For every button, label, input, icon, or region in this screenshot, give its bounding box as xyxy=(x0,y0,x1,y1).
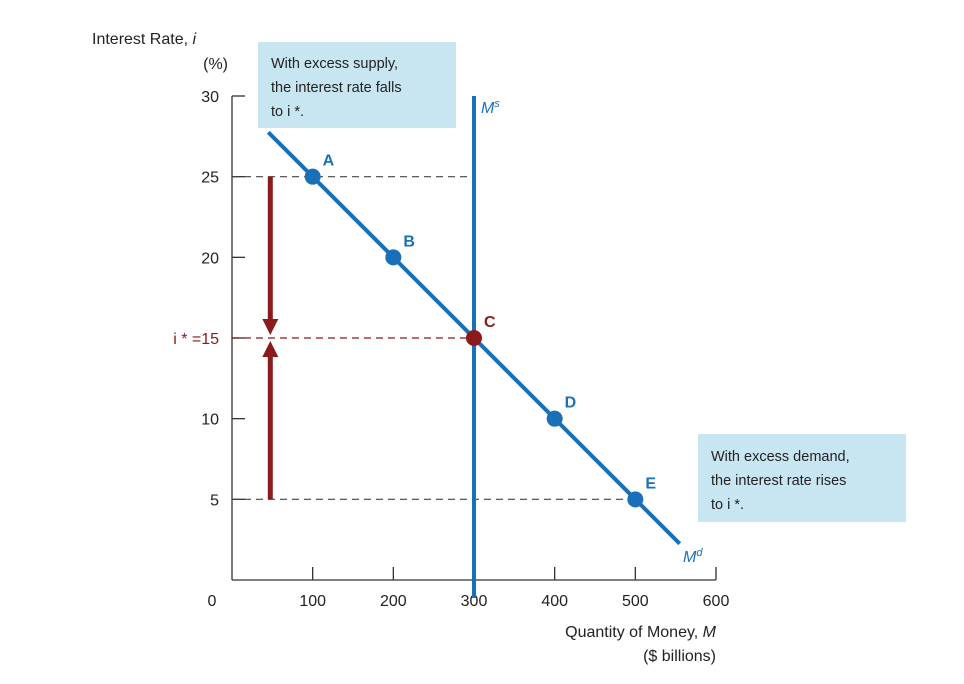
y-tick-label-5: 5 xyxy=(210,492,219,509)
annotation-excess-supply-line-1: With excess supply, xyxy=(271,56,398,72)
annotation-excess-demand-line-1: With excess demand, xyxy=(711,449,850,465)
origin-label: 0 xyxy=(208,593,217,610)
annotation-excess-demand-line-2: the interest rate rises xyxy=(711,473,846,489)
point-e xyxy=(627,491,644,508)
y-tick-label-30: 30 xyxy=(201,89,219,106)
svg-text:With excess supply, the: With excess supply, the interest rate fa… xyxy=(271,56,406,120)
md-label-main: M xyxy=(683,549,697,566)
point-d xyxy=(546,410,563,427)
point-label-a: A xyxy=(323,153,335,170)
x-tick-label-200: 200 xyxy=(380,593,407,610)
point-label-b: B xyxy=(403,233,415,250)
arrow-down-head xyxy=(262,319,279,335)
point-c xyxy=(466,330,482,346)
point-label-e: E xyxy=(645,475,656,492)
annotation-excess-supply: With excess supply, the interest rate fa… xyxy=(258,42,456,128)
x-axis-title: Quantity of Money, M xyxy=(565,624,717,641)
ms-label-main: M xyxy=(481,100,495,117)
ms-label-sup: s xyxy=(494,98,500,110)
annotation-box-excess-supply xyxy=(258,42,456,128)
curves xyxy=(266,96,682,598)
svg-text:With excess demand, the: With excess demand, the interest rate ri… xyxy=(711,449,854,513)
md-curve-label: Md xyxy=(683,547,703,566)
y-tick-label-equilibrium: i * =15 xyxy=(173,331,219,348)
y-tick-label-25: 25 xyxy=(201,170,219,187)
y-axis-title: Interest Rate, i xyxy=(92,31,197,48)
axis-ticks: 100 200 300 400 500 600 5 10 20 25 30 i * =15 xyxy=(173,89,729,610)
x-tick-label-500: 500 xyxy=(622,593,649,610)
point-a xyxy=(304,168,321,185)
data-points: A B C D E xyxy=(304,153,656,508)
y-tick-label-20: 20 xyxy=(201,250,219,267)
annotation-excess-supply-line-2: the interest rate falls xyxy=(271,80,402,96)
annotation-excess-supply-line-3: to i *. xyxy=(271,104,304,120)
point-b xyxy=(385,249,402,266)
x-tick-label-400: 400 xyxy=(541,593,568,610)
y-tick-label-10: 10 xyxy=(201,412,219,429)
guide-lines xyxy=(232,176,636,500)
x-tick-label-100: 100 xyxy=(299,593,326,610)
ms-curve-label: Ms xyxy=(481,98,500,117)
x-tick-label-300: 300 xyxy=(461,593,488,610)
x-axis-unit: ($ billions) xyxy=(643,648,716,665)
annotation-box-excess-demand xyxy=(698,434,906,522)
equilibrium-arrows xyxy=(262,176,279,500)
annotation-excess-demand: With excess demand, the interest rate ri… xyxy=(698,434,906,522)
annotation-excess-demand-line-3: to i *. xyxy=(711,497,744,513)
x-tick-label-600: 600 xyxy=(703,593,730,610)
point-label-d: D xyxy=(565,395,577,412)
arrow-up-head xyxy=(262,341,279,357)
md-label-sup: d xyxy=(696,547,703,559)
point-label-c: C xyxy=(484,314,496,331)
y-axis-unit: (%) xyxy=(203,56,228,73)
